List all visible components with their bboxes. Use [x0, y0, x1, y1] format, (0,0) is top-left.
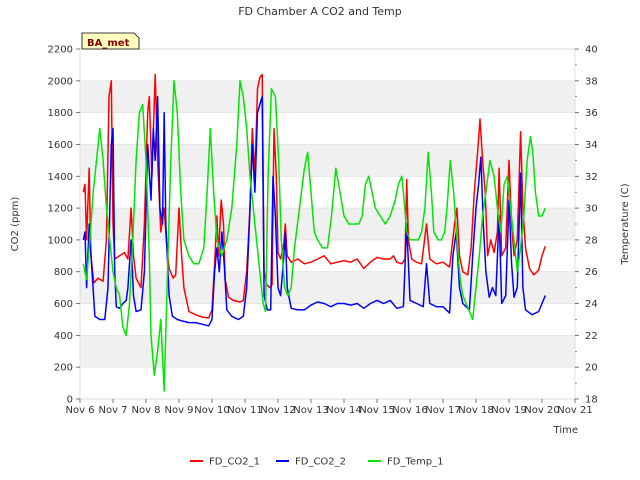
y-left-tick-label: 1000 [48, 235, 73, 246]
x-tick-label: Nov 7 [98, 405, 127, 416]
y-left-tick-label: 2200 [48, 45, 73, 56]
y-right-tick-label: 32 [585, 172, 598, 183]
plot-band [80, 303, 575, 336]
y-left-tick-label: 400 [54, 331, 73, 342]
badge-box [81, 32, 140, 50]
chart-title: FD Chamber A CO2 and Temp [238, 5, 402, 18]
legend-label-fd-co2-2: FD_CO2_2 [295, 457, 346, 468]
y-left-tick-label: 800 [54, 267, 73, 278]
series-line-fd-temp-1 [82, 80, 546, 392]
badge-label: BA_met [87, 38, 130, 49]
left-axis-title: CO2 (ppm) [10, 197, 21, 252]
plot-band [80, 367, 575, 399]
plot-band [80, 112, 575, 145]
legend-label-fd-temp-1: FD_Temp_1 [387, 457, 443, 468]
y-right-tick-label: 40 [585, 45, 598, 56]
y-right-tick-label: 38 [585, 76, 598, 87]
x-tick-label: Nov 12 [260, 405, 295, 416]
y-right-tick-label: 18 [585, 395, 598, 406]
y-right-tick-label: 20 [585, 363, 598, 374]
right-y-axis: 18 20 22 24 26 28 30 32 34 36 38 40 [575, 45, 598, 406]
x-tick-label: Nov 11 [227, 405, 262, 416]
right-axis-title: Temperature (C) [620, 183, 631, 265]
legend-label-fd-co2-1: FD_CO2_1 [209, 457, 260, 468]
badge: BA_met [81, 32, 140, 50]
x-tick-label: Nov 8 [131, 405, 160, 416]
plot-band [80, 49, 575, 81]
plot-background [80, 49, 575, 399]
y-right-tick-label: 22 [585, 331, 598, 342]
x-tick-label: Nov 20 [524, 405, 559, 416]
x-tick-label: Nov 6 [65, 405, 94, 416]
x-tick-label: Nov 21 [557, 405, 592, 416]
series-line-fd-co2-2 [82, 95, 546, 327]
y-right-tick-label: 24 [585, 299, 598, 310]
series-layer [82, 73, 547, 392]
x-tick-label: Nov 19 [491, 405, 526, 416]
legend: FD_CO2_1 FD_CO2_2 FD_Temp_1 [190, 457, 443, 468]
x-tick-label: Nov 9 [164, 405, 193, 416]
y-left-tick-label: 2000 [48, 76, 73, 87]
y-left-tick-label: 200 [54, 363, 73, 374]
y-left-tick-label: 600 [54, 299, 73, 310]
plot-band [80, 335, 575, 368]
x-tick-label: Nov 10 [194, 405, 229, 416]
y-left-tick-label: 1800 [48, 108, 73, 119]
plot-band [80, 80, 575, 113]
x-tick-label: Nov 13 [293, 405, 328, 416]
y-right-tick-label: 34 [585, 140, 598, 151]
y-right-tick-label: 26 [585, 267, 598, 278]
x-tick-label: Nov 14 [326, 405, 361, 416]
y-right-tick-label: 28 [585, 235, 598, 246]
y-left-tick-label: 1600 [48, 140, 73, 151]
y-left-tick-label: 0 [67, 395, 73, 406]
x-tick-label: Nov 17 [425, 405, 460, 416]
series-line-fd-co2-1 [82, 73, 547, 319]
y-left-tick-label: 1400 [48, 172, 73, 183]
y-right-tick-label: 36 [585, 108, 598, 119]
y-right-tick-label: 30 [585, 204, 598, 215]
x-tick-label: Nov 16 [392, 405, 427, 416]
x-axis-title: Time [553, 425, 578, 436]
y-left-tick-label: 1200 [48, 204, 73, 215]
x-tick-label: Nov 15 [359, 405, 394, 416]
left-y-axis: 0 200 400 600 800 1000 1200 1400 1600 1800 2000 220… [48, 45, 80, 406]
x-tick-label: Nov 18 [458, 405, 493, 416]
